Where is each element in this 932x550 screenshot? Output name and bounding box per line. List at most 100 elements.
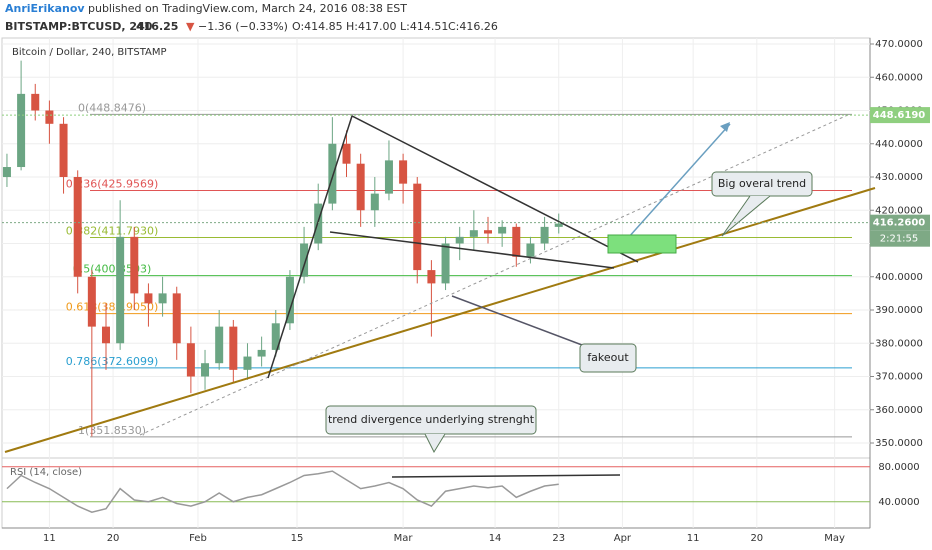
close: C:416.26 [448,20,498,33]
candle-body [498,226,507,234]
countdown-badge [870,230,930,247]
y-tick-label: 360.0000 [875,405,923,416]
candle-body [229,326,238,370]
candle-body [17,93,26,168]
open: O:414.85 [292,20,343,33]
candle-body [31,93,40,111]
drawings [4,113,876,478]
candle-body [554,223,563,227]
y-tick-label: 390.0000 [875,305,923,316]
candle-body [356,163,365,211]
fib-label: 0(448.8476) [78,101,146,114]
x-tick-label: 14 [489,533,502,544]
last-price: 416.25 [136,20,178,33]
rsi-title: RSI (14, close) [10,467,82,478]
candle-body [243,356,252,370]
candle-body [201,363,210,377]
candle-body [158,293,167,304]
candle-body [87,276,96,327]
x-tick-label: 20 [750,533,763,544]
candle-body [186,343,195,377]
x-tick-label: 23 [552,533,565,544]
high: H:417.00 [346,20,396,33]
candle-body [271,323,280,350]
y-tick-label: 40.0000 [878,497,919,508]
candle-body [413,183,422,271]
candle-body [257,349,266,357]
y-tick-label: 470.0000 [875,39,923,50]
x-tick-label: 15 [291,533,304,544]
candle-body [172,293,181,344]
y-tick-label: 350.0000 [875,438,923,449]
candle-body [45,110,54,124]
candle-body [370,193,379,211]
y-tick-label: 380.0000 [875,338,923,349]
y-tick-label: 440.0000 [875,139,923,150]
change: −1.36 (−0.33%) [198,20,288,33]
low: L:414.51 [400,20,448,33]
pane-title: Bitcoin / Dollar, 240, BITSTAMP [12,47,167,58]
fib-label: 0.5(400.3503) [73,263,152,276]
annotation: Big overal trend [718,177,806,190]
x-tick-label: May [824,533,845,544]
candle-body [427,270,436,284]
fib-label: 0.786(372.6099) [66,355,159,368]
annotation: fakeout [587,351,629,364]
candle-body [441,243,450,284]
candle-body [144,293,153,304]
candle-body [328,143,337,204]
price-badge-label: 448.6190 [873,110,926,121]
arrow [627,123,731,239]
triangle: ▼ [186,20,195,33]
y-tick-label: 370.0000 [875,372,923,383]
x-tick-label: 20 [107,533,120,544]
symbol: BITSTAMP:BTCUSD, 240 [5,20,153,33]
candle-body [101,326,110,344]
candle-body [300,243,309,277]
price-badge-label: 416.2600 [873,218,926,229]
callout-box [579,343,637,373]
y-tick-label: 460.0000 [875,72,923,83]
x-tick-label: 11 [43,533,56,544]
y-tick-label: 400.0000 [875,272,923,283]
countdown: 2:21:55 [880,234,919,245]
dashed-trend [139,113,851,436]
target-box [607,234,677,254]
triangle-upper [267,114,639,379]
fib-label: 0.618(388.9050) [66,301,159,314]
rsi-divergence [391,474,621,478]
candle-body [469,230,478,237]
candle-body [59,123,68,177]
callout-pointer [424,433,446,454]
candle-body [215,326,224,364]
candle-body [512,226,521,257]
fib-label: 0.236(425.9569) [66,177,159,190]
fib-label: 1(351.8530) [78,424,146,437]
triangle-lower [329,231,615,269]
arrow-head [720,122,730,132]
candle-body [285,276,294,324]
candle-body [540,226,549,244]
candle-body [526,243,535,257]
x-tick-label: Apr [614,533,632,544]
x-tick-label: Feb [189,533,207,544]
callout-pointer [721,195,771,237]
fakeout-line [451,295,591,349]
author[interactable]: AnriErikanov [5,2,85,15]
trend-line [4,187,876,453]
candle-body [384,160,393,194]
fib-label: 0.382(411.7930) [66,225,159,238]
candle-body [73,177,82,277]
candle-body [483,230,492,234]
price-badge [870,214,930,231]
candle-body [399,160,408,184]
y-tick-label: 80.0000 [878,462,919,473]
annotation: trend divergence underlying strenght [328,413,535,426]
rsi-line [6,470,559,514]
candle-body [455,236,464,244]
published: published on TradingView.com, March 24, … [88,2,407,15]
y-tick-label: 420.0000 [875,205,923,216]
y-tick-label: 430.0000 [875,172,923,183]
x-tick-label: Mar [394,533,414,544]
